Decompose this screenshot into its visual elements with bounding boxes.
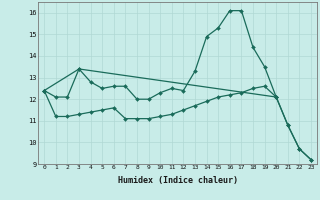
X-axis label: Humidex (Indice chaleur): Humidex (Indice chaleur)	[118, 176, 238, 185]
